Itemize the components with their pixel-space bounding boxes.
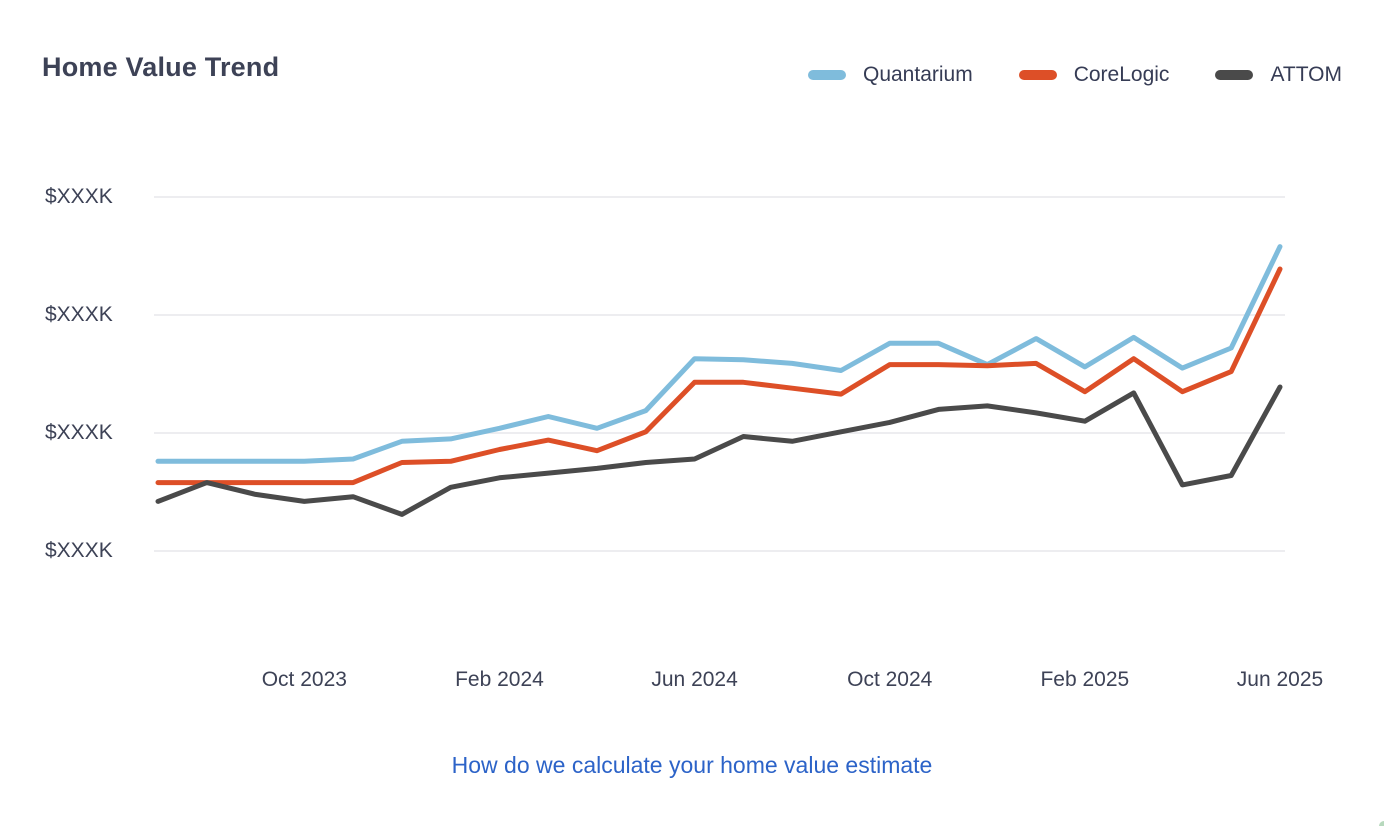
corelogic-series-swatch-icon <box>1018 70 1057 80</box>
y-axis-tick-label: $XXXK <box>45 539 113 562</box>
x-axis-tick-label: Oct 2024 <box>847 668 933 691</box>
x-axis-tick-label: Jun 2024 <box>651 668 738 691</box>
quantarium-series-swatch-icon <box>807 70 846 80</box>
y-axis-tick-label: $XXXK <box>45 303 113 326</box>
page-title: Home Value Trend <box>42 52 280 82</box>
x-axis-tick-label: Jun 2025 <box>1236 668 1324 691</box>
y-axis-tick-label: $XXXK <box>45 185 113 208</box>
x-axis-tick-label: Feb 2024 <box>455 668 544 691</box>
how-we-calculate-link[interactable]: How do we calculate your home value esti… <box>451 752 933 778</box>
legend-label-attom: ATTOM <box>1270 63 1342 86</box>
chart-legend: Quantarium CoreLogic ATTOM <box>807 62 1342 88</box>
legend-label-quantarium: Quantarium <box>862 63 973 86</box>
footer: How do we calculate your home value esti… <box>0 752 1384 779</box>
x-axis-tick-label: Feb 2025 <box>1040 668 1130 691</box>
attom-series-swatch-icon <box>1215 70 1254 80</box>
legend-item-corelogic[interactable]: CoreLogic <box>1018 63 1170 87</box>
corner-widget-fragment <box>1379 821 1384 826</box>
x-axis-tick-label: Oct 2023 <box>261 668 347 691</box>
legend-label-corelogic: CoreLogic <box>1073 63 1170 86</box>
legend-item-attom[interactable]: ATTOM <box>1215 63 1342 87</box>
legend-item-quantarium[interactable]: Quantarium <box>807 63 973 87</box>
y-axis-tick-label: $XXXK <box>45 421 113 444</box>
